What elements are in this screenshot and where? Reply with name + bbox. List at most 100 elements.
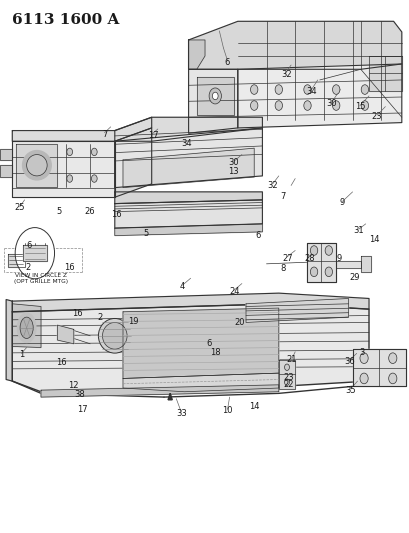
Text: 17: 17 [148,132,159,140]
Text: 17: 17 [77,405,88,414]
Polygon shape [115,128,151,197]
Text: 33: 33 [175,409,186,417]
Circle shape [332,85,339,94]
Text: 34: 34 [306,87,316,96]
Text: 6: 6 [26,241,31,249]
Polygon shape [115,128,262,188]
Text: 10: 10 [222,406,232,415]
Polygon shape [115,200,262,228]
Circle shape [91,175,97,182]
Text: 22: 22 [283,381,294,389]
Polygon shape [6,300,12,381]
Text: 4: 4 [180,282,184,290]
Text: 2: 2 [98,313,103,321]
Text: 16: 16 [56,358,67,367]
Text: 7: 7 [101,130,107,139]
Polygon shape [8,254,25,266]
Circle shape [67,148,72,156]
Text: 3: 3 [358,349,364,357]
Circle shape [332,101,339,110]
Text: 21: 21 [286,356,297,364]
Text: 7: 7 [279,192,285,200]
Text: 5: 5 [143,229,148,238]
Text: 1: 1 [19,350,24,359]
Text: 23: 23 [283,373,294,382]
Text: 6: 6 [206,340,211,348]
Circle shape [359,373,367,384]
Text: 13: 13 [228,167,238,176]
Text: 30: 30 [326,100,337,108]
Polygon shape [188,21,401,69]
Ellipse shape [27,155,47,176]
Text: VIEW IN CIRCLE Z
(OPT GRILLE MTG): VIEW IN CIRCLE Z (OPT GRILLE MTG) [14,273,68,284]
Polygon shape [360,256,370,272]
Text: 6113 1600 A: 6113 1600 A [12,13,119,27]
Text: 8: 8 [279,264,285,272]
Text: 6: 6 [224,58,230,67]
Polygon shape [12,293,368,312]
Text: 34: 34 [181,140,191,148]
Text: 27: 27 [282,254,292,263]
Circle shape [359,353,367,364]
Polygon shape [12,304,368,392]
Text: 9: 9 [335,254,340,263]
Text: 12: 12 [67,381,78,390]
Polygon shape [278,360,294,389]
Text: 20: 20 [234,318,245,327]
Polygon shape [115,224,262,236]
Text: 30: 30 [228,158,238,167]
Circle shape [284,379,289,385]
Polygon shape [123,148,254,188]
Polygon shape [41,385,278,397]
Text: 16: 16 [64,263,75,272]
Polygon shape [245,298,348,322]
Circle shape [212,92,218,100]
Polygon shape [115,117,262,141]
Circle shape [303,85,310,94]
Polygon shape [0,165,12,177]
Ellipse shape [20,317,33,338]
Text: 29: 29 [348,273,359,281]
Text: 15: 15 [355,102,365,111]
Text: 14: 14 [248,402,259,410]
Circle shape [250,101,257,110]
Text: 2: 2 [25,263,30,272]
Text: 32: 32 [281,70,292,79]
Circle shape [15,228,54,279]
Text: 31: 31 [353,226,363,235]
Text: 28: 28 [303,254,314,263]
Polygon shape [352,349,405,386]
Text: 6: 6 [255,231,261,240]
Ellipse shape [22,150,51,180]
Circle shape [209,88,221,104]
Polygon shape [123,308,278,378]
Circle shape [310,267,317,277]
Circle shape [284,364,289,370]
Polygon shape [168,393,172,400]
Ellipse shape [18,313,36,342]
Polygon shape [115,192,262,204]
Text: 14: 14 [368,236,378,244]
Polygon shape [12,304,41,348]
Text: 18: 18 [209,349,220,357]
Circle shape [388,373,396,384]
Polygon shape [12,117,151,141]
Polygon shape [306,243,335,282]
Text: 16: 16 [72,309,82,318]
Circle shape [91,148,97,156]
Text: 26: 26 [84,207,94,216]
Text: 16: 16 [110,210,121,219]
Polygon shape [57,325,74,344]
Text: 23: 23 [371,112,382,120]
Polygon shape [237,64,401,128]
Text: 35: 35 [344,386,355,394]
Circle shape [274,101,282,110]
Circle shape [360,101,368,110]
Polygon shape [188,69,237,133]
Circle shape [310,246,317,255]
Text: 38: 38 [74,390,85,399]
Ellipse shape [102,322,127,349]
Text: 25: 25 [14,204,25,212]
Polygon shape [16,144,57,187]
Polygon shape [123,373,278,392]
